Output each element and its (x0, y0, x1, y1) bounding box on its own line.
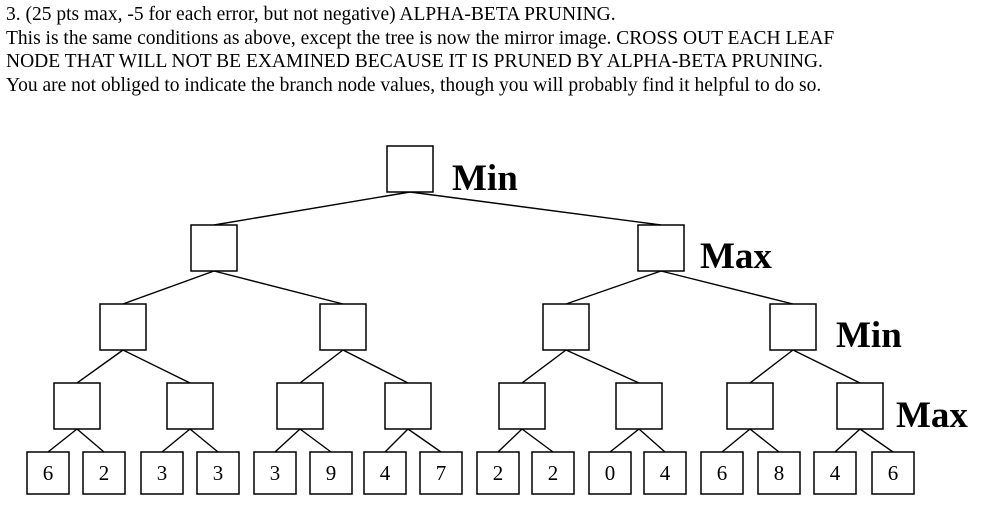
tree-edge (76, 428, 105, 453)
leaf-node-box (309, 451, 353, 495)
question-line-1: 3. (25 pts max, -5 for each error, but n… (6, 4, 616, 25)
tree-edge (47, 428, 78, 453)
leaf-node-box (757, 451, 801, 495)
branch-node-box (542, 303, 590, 351)
tree-edge (834, 428, 861, 453)
tree-edge (299, 428, 332, 453)
level-label-max: Max (896, 395, 968, 436)
branch-node-box (769, 303, 817, 351)
leaf-value: 3 (157, 461, 168, 485)
branch-node-box (498, 382, 546, 430)
tree-edge (609, 428, 640, 453)
tree-edge (274, 428, 301, 453)
leaf-node-box (531, 451, 575, 495)
branch-node-box (166, 382, 214, 430)
tree-edge (721, 428, 751, 453)
level-label-min: Min (836, 315, 902, 356)
leaf-node-box (253, 451, 297, 495)
tree-edge (565, 270, 662, 305)
tree-edge (521, 349, 567, 384)
tree-edge (384, 428, 409, 453)
leaf-value: 7 (436, 461, 447, 485)
leaf-node-box (813, 451, 857, 495)
tree-edge (521, 428, 554, 453)
tree-edge (859, 428, 894, 453)
branch-node-box (637, 224, 685, 272)
tree-edge (638, 428, 666, 453)
tree-nodes (53, 145, 884, 430)
tree-edge (749, 428, 780, 453)
leaf-node-box (871, 451, 915, 495)
tree-edge (565, 349, 640, 384)
branch-node-box (615, 382, 663, 430)
root-node-box (386, 145, 434, 193)
leaf-node-box (419, 451, 463, 495)
leaf-value: 8 (774, 461, 785, 485)
leaf-node-box (26, 451, 70, 495)
tree-edges (47, 191, 894, 453)
question-text: 3. (25 pts max, -5 for each error, but n… (6, 3, 982, 97)
leaf-value: 0 (605, 461, 616, 485)
tree-edge (749, 349, 794, 384)
tree-edge (409, 191, 662, 226)
leaf-node-box (476, 451, 520, 495)
leaf-value: 2 (99, 461, 110, 485)
branch-node-box (53, 382, 101, 430)
level-label-max: Max (700, 236, 772, 277)
tree-edge (189, 428, 219, 453)
tree-edge (213, 270, 344, 305)
branch-node-box (836, 382, 884, 430)
branch-node-box (99, 303, 147, 351)
tree-edge (342, 349, 409, 384)
branch-node-box (190, 224, 238, 272)
tree-edge (161, 428, 191, 453)
leaf-value: 2 (548, 461, 559, 485)
question-line-4: You are not obliged to indicate the bran… (6, 74, 822, 96)
leaf-value: 9 (326, 461, 337, 485)
leaf-node-box (140, 451, 184, 495)
tree-edge (122, 349, 191, 384)
tree-leaves: 6 2 3 3 3 9 4 7 2 2 0 4 6 8 4 6 (26, 451, 915, 495)
leaf-value: 4 (660, 461, 671, 485)
leaf-node-box (196, 451, 240, 495)
leaf-value: 6 (888, 461, 899, 485)
leaf-node-box (82, 451, 126, 495)
question-line-2: This is the same conditions as above, ex… (6, 27, 835, 49)
leaf-value: 4 (380, 461, 391, 485)
leaf-value: 6 (43, 461, 54, 485)
leaf-value: 4 (830, 461, 841, 485)
tree-edge (660, 270, 794, 305)
branch-node-box (384, 382, 432, 430)
tree-edge (213, 191, 411, 226)
tree-edge (407, 428, 442, 453)
tree-edge (792, 349, 861, 384)
tree-edge (497, 428, 523, 453)
leaf-value: 2 (493, 461, 504, 485)
leaf-node-box (643, 451, 687, 495)
level-labels: Min Max Min Max (452, 158, 968, 436)
leaf-value: 3 (270, 461, 281, 485)
tree-edge (122, 270, 215, 305)
leaf-node-box (700, 451, 744, 495)
leaf-value: 3 (213, 461, 224, 485)
branch-node-box (276, 382, 324, 430)
leaf-node-box (588, 451, 632, 495)
branch-node-box (726, 382, 774, 430)
tree-edge (299, 349, 344, 384)
question-line-3: NODE THAT WILL NOT BE EXAMINED BECAUSE I… (6, 51, 823, 72)
tree-edge (76, 349, 124, 384)
level-label-min: Min (452, 158, 518, 199)
branch-node-box (319, 303, 367, 351)
leaf-value: 6 (717, 461, 728, 485)
leaf-node-box (363, 451, 407, 495)
